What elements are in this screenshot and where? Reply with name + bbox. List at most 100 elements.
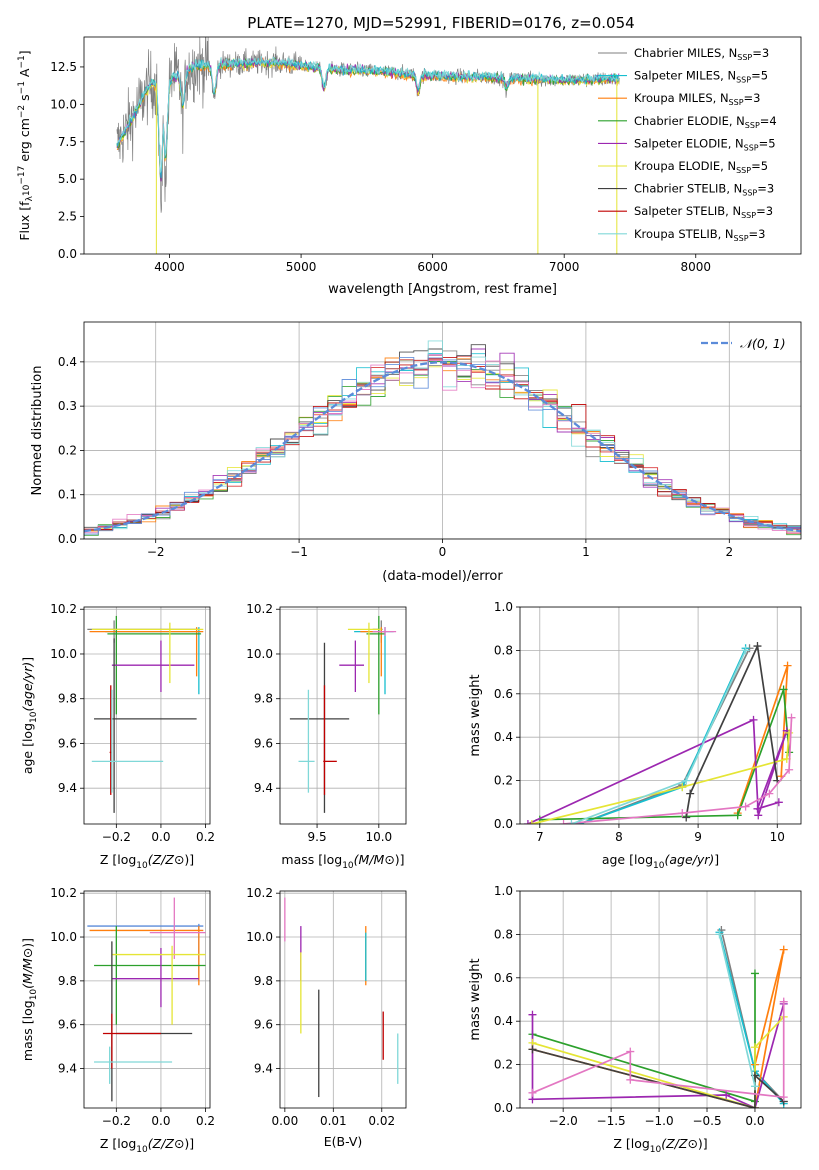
y-tick-label: 9.4 (254, 781, 273, 795)
y-tick-label: 0.0 (494, 817, 513, 831)
weight-marker (527, 820, 536, 824)
legend-sub: SSP (729, 98, 744, 107)
x-tick-label: 1 (582, 545, 590, 559)
weight-line (718, 934, 756, 1087)
y-tick-label: 10.0 (50, 647, 77, 661)
weight-marker (559, 820, 568, 824)
weight-line (532, 949, 785, 1108)
y-tick-label: 0.6 (494, 687, 513, 701)
legend-label: Chabrier MILES, N (634, 46, 737, 60)
y-label-part: −17 (17, 166, 27, 185)
legend-value: =3 (757, 182, 774, 196)
x-tick-label: −2.0 (549, 1114, 578, 1128)
weight-marker (785, 765, 794, 774)
label-math: (M/M (20, 958, 35, 989)
y-tick-label: 5.0 (58, 172, 77, 186)
y-tick-label: 9.4 (254, 1062, 273, 1076)
weight-marker (528, 1045, 537, 1054)
y-label-part: −1 (17, 55, 27, 68)
legend-entry: Kroupa ELODIE, NSSP=5 (634, 159, 768, 175)
weight-line (563, 717, 793, 824)
y-tick-label: 10.0 (50, 97, 77, 111)
x-tick-label: 8 (615, 830, 623, 844)
weight-marker (626, 1047, 635, 1056)
x-axis-label: age [log10(age/yr)] (602, 852, 719, 871)
x-tick-label: 8000 (680, 260, 711, 274)
legend-label: Kroupa MILES, N (634, 91, 729, 105)
plot-area (116, 37, 620, 254)
label-sub: 10 (342, 861, 354, 871)
label-sub: 10 (29, 711, 39, 723)
panel-age_vs_Z: −0.2 0.0 0.29.49.69.810.010.2Z [log10(Z/Z⊙… (20, 602, 215, 871)
y-label-part: ] (17, 50, 32, 55)
weight-marker (749, 715, 758, 724)
panel-mass_vs_Z: −0.2 0.0 0.29.49.69.810.010.2Z [log10(Z/Z⊙… (20, 886, 215, 1155)
y-tick-label: 0.3 (58, 399, 77, 413)
x-tick-label: −2 (147, 545, 165, 559)
weight-marker (686, 789, 695, 798)
x-axis-label: Z [log10(Z/Z⊙)] (613, 1136, 707, 1155)
y-tick-label: 0.2 (494, 1058, 513, 1072)
legend-value: =4 (760, 114, 777, 128)
x-tick-label: 9.5 (308, 830, 327, 844)
y-tick-label: 0.8 (494, 927, 513, 941)
label-text: mass [log (20, 1000, 35, 1061)
legend-entry: Kroupa STELIB, NSSP=3 (634, 227, 765, 243)
weight-marker (750, 1104, 759, 1108)
y-tick-label: 0.4 (494, 1014, 513, 1028)
weight-marker (523, 820, 532, 824)
x-tick-label: 0.2 (196, 830, 215, 844)
weight-marker (750, 969, 759, 978)
y-tick-label: 9.8 (58, 974, 77, 988)
x-tick-label: 7000 (549, 260, 580, 274)
label-sub: 10 (650, 1145, 662, 1155)
x-tick-label: 10.0 (365, 830, 392, 844)
weight-marker (741, 802, 750, 811)
legend-label: Kroupa ELODIE, N (634, 159, 736, 173)
y-tick-label: 0.0 (494, 1101, 513, 1115)
legend-label: Salpeter MILES, N (634, 69, 736, 83)
x-tick-label: 6000 (417, 260, 448, 274)
x-axis-label: mass [log10(M/M⊙)] (281, 852, 404, 871)
y-label-part: 10 (22, 184, 32, 196)
y-label-part: −1 (17, 81, 27, 94)
legend-value: =3 (744, 91, 761, 105)
axes-frame (83, 890, 211, 1109)
y-tick-label: 9.8 (254, 974, 273, 988)
y-label-part: Flux [f (17, 201, 32, 241)
y-tick-label: 0.0 (58, 247, 77, 261)
legend-label: Chabrier ELODIE, N (634, 114, 745, 128)
x-tick-label: 0.0 (745, 1114, 764, 1128)
spectrum-model-line (116, 55, 620, 174)
label-math: (Z/Z (148, 852, 175, 867)
x-axis-label: wavelength [Angstrom, rest frame] (328, 282, 557, 297)
legend-sub: SSP (736, 166, 751, 175)
label-text: age [log (20, 723, 35, 774)
x-tick-label: 5000 (286, 260, 317, 274)
x-axis-label: (data-model)/error (382, 569, 503, 584)
y-tick-label: 10.2 (246, 602, 273, 616)
y-label-part: λ (25, 195, 35, 201)
label-text-end: ⊙)] (687, 1136, 707, 1151)
weight-marker (779, 685, 788, 694)
x-tick-label: 2 (725, 545, 733, 559)
x-tick-label: 4000 (154, 260, 185, 274)
weight-marker (779, 997, 788, 1006)
label-math: (age/yr) (20, 662, 35, 712)
label-text-end: ⊙)] (174, 1136, 194, 1151)
normal-curve (84, 361, 801, 533)
weight-line (531, 732, 790, 824)
x-axis-label: E(B-V) (324, 1134, 363, 1149)
y-tick-label: 0.4 (494, 730, 513, 744)
x-tick-label: −1 (290, 545, 308, 559)
legend-value: =5 (751, 69, 768, 83)
plot-area (520, 891, 801, 1108)
x-tick-label: 0 (439, 545, 447, 559)
x-tick-label: −0.5 (692, 1114, 721, 1128)
label-sub: 10 (136, 861, 148, 871)
y-label-part: −2 (17, 105, 27, 118)
x-axis-label: Z [log10(Z/Z⊙)] (100, 852, 194, 871)
y-axis-label: Normed distribution (30, 366, 45, 496)
